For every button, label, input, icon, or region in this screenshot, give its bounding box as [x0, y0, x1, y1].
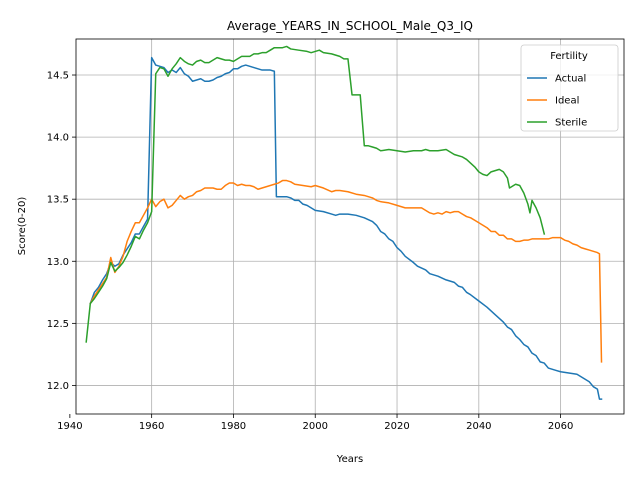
series-line-ideal: [89, 179, 603, 363]
y-tick-label: 12.5: [47, 319, 69, 330]
x-axis-label: Years: [336, 454, 363, 465]
y-tick-label: 13.0: [47, 257, 69, 268]
y-axis: 12.0 12.5 13.0 13.5 14.0 14.5: [47, 71, 76, 392]
x-tick-label: 2020: [384, 421, 409, 432]
x-tick-label: 1940: [57, 421, 82, 432]
x-tick-label: 1980: [221, 421, 246, 432]
series-group: [85, 45, 603, 400]
legend-box: [520, 44, 619, 132]
x-tick-label: 2000: [303, 421, 328, 432]
x-axis: 1940 1960 1980 2000 2020 2040 2060: [57, 414, 573, 432]
y-tick-label: 14.0: [47, 133, 69, 144]
x-tick-label: 2060: [548, 421, 573, 432]
legend: Fertility Actual Ideal Sterile: [520, 44, 619, 132]
y-tick-label: 13.5: [47, 195, 69, 206]
chart-title: Average_YEARS_IN_SCHOOL_Male_Q3_IQ: [227, 19, 473, 33]
y-axis-label: Score(0-20): [17, 197, 28, 256]
x-tick-label: 1960: [139, 421, 164, 432]
legend-items: Actual Ideal Sterile: [527, 74, 587, 129]
series-line-sterile: [85, 45, 546, 343]
y-tick-label: 14.5: [47, 71, 69, 82]
series-line-actual: [89, 56, 603, 400]
plot-frame: [75, 38, 625, 415]
legend-label-actual: Actual: [555, 74, 586, 85]
x-tick-label: 2040: [466, 421, 491, 432]
legend-title: Fertility: [550, 51, 588, 62]
grid: [76, 39, 624, 414]
legend-label-sterile: Sterile: [555, 118, 587, 129]
legend-label-ideal: Ideal: [555, 96, 579, 107]
y-tick-label: 12.0: [47, 381, 69, 392]
